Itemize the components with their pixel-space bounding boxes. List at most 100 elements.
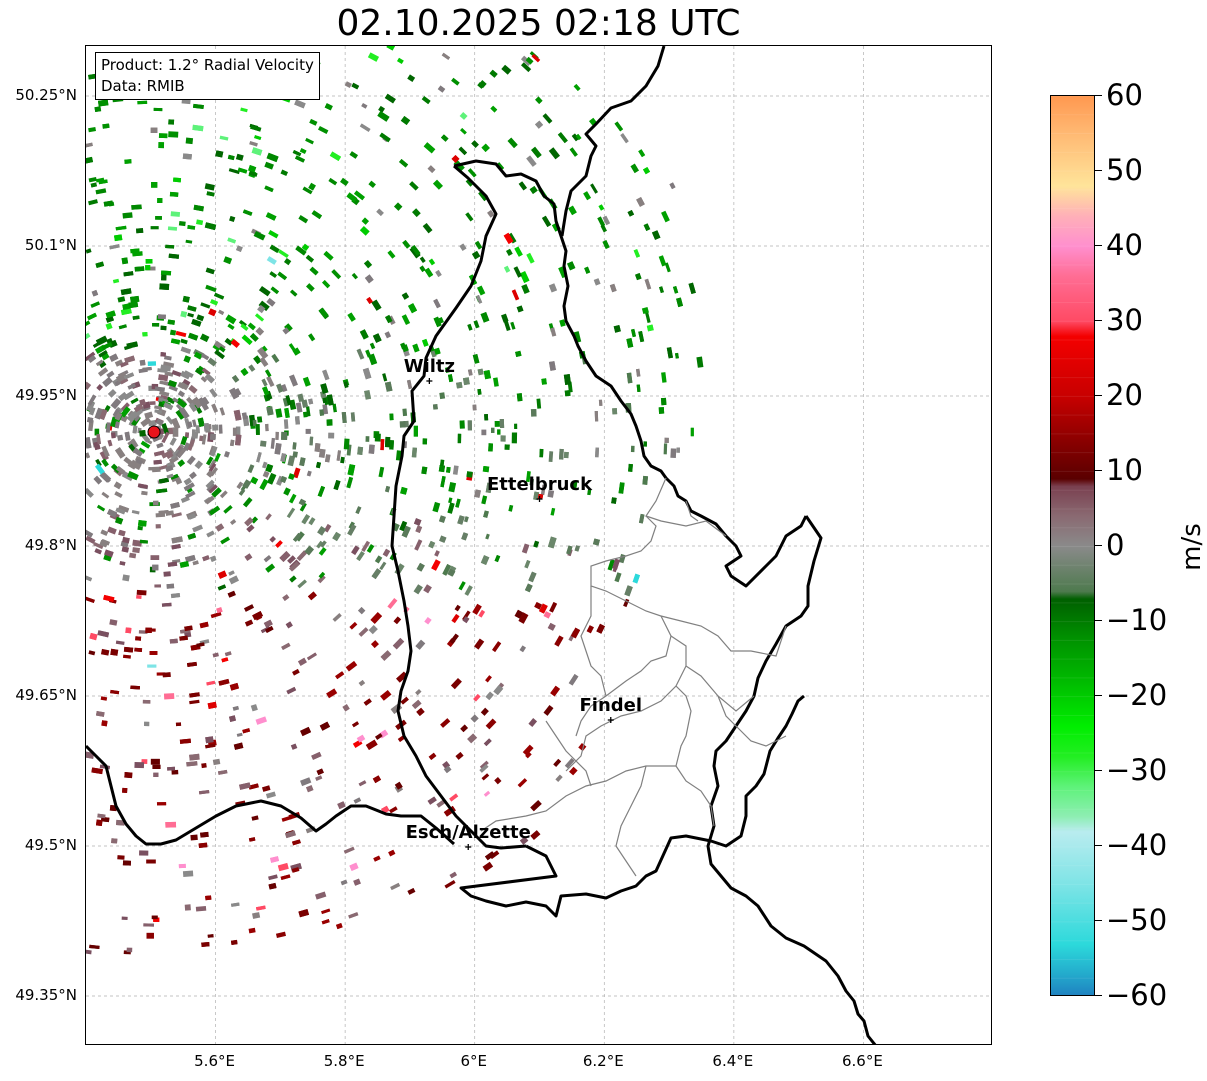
velocity-echo <box>633 249 641 258</box>
velocity-echo <box>309 118 318 126</box>
velocity-echo <box>128 301 139 309</box>
velocity-echo <box>504 444 510 450</box>
velocity-echo <box>448 497 453 504</box>
velocity-echo <box>409 181 419 191</box>
velocity-echo <box>458 581 466 591</box>
velocity-echo <box>548 283 558 293</box>
velocity-echo <box>389 440 394 450</box>
velocity-echo <box>317 574 326 584</box>
velocity-echo <box>110 397 122 410</box>
lat-tick-label: 50.25°N <box>15 86 77 104</box>
country-borders <box>86 46 877 1044</box>
velocity-echo <box>295 245 307 256</box>
border-luxembourg-moselle <box>706 515 877 1044</box>
velocity-echo <box>574 545 580 552</box>
velocity-echo <box>447 502 455 514</box>
velocity-echo <box>101 491 110 499</box>
velocity-echo <box>642 475 649 485</box>
velocity-echo <box>136 589 147 596</box>
velocity-echo <box>385 314 393 324</box>
velocity-echo <box>141 490 148 496</box>
velocity-echo <box>292 149 302 157</box>
velocity-echo <box>483 790 491 797</box>
velocity-echo <box>150 226 159 230</box>
velocity-echo <box>438 515 446 523</box>
velocity-echo <box>340 177 349 186</box>
velocity-echo <box>180 436 188 446</box>
velocity-echo <box>90 301 100 308</box>
velocity-echo <box>94 106 102 113</box>
velocity-echo <box>259 478 269 491</box>
velocity-echo <box>326 688 338 699</box>
velocity-echo <box>442 564 452 576</box>
velocity-echo <box>198 842 208 849</box>
velocity-echo <box>451 77 460 86</box>
velocity-echo <box>132 425 138 434</box>
velocity-echo <box>427 796 437 805</box>
velocity-echo <box>519 645 527 653</box>
velocity-echo <box>413 584 423 595</box>
velocity-echo <box>120 414 129 423</box>
velocity-echo <box>153 450 165 457</box>
velocity-echo <box>123 372 135 380</box>
velocity-echo <box>256 451 262 463</box>
velocity-echo <box>237 167 248 174</box>
velocity-echo <box>230 338 240 348</box>
velocity-echo <box>109 353 119 362</box>
velocity-echo <box>555 774 563 782</box>
velocity-echo <box>249 333 259 342</box>
city-marker: Wiltz <box>404 356 455 384</box>
velocity-echo <box>592 538 600 546</box>
velocity-echo <box>317 526 327 536</box>
velocity-echo <box>152 322 160 327</box>
velocity-echo <box>598 204 605 211</box>
velocity-echo <box>107 439 113 447</box>
radar-map[interactable]: Wiltz Ettelbruck Findel Esch/Alzette Produc… <box>85 45 992 1045</box>
velocity-echo <box>541 215 552 227</box>
velocity-echo <box>236 732 243 737</box>
velocity-echo <box>86 332 91 341</box>
velocity-echo <box>156 442 164 449</box>
velocity-echo <box>600 224 607 233</box>
velocity-echo <box>210 446 218 457</box>
velocity-echo <box>127 471 139 481</box>
velocity-echo <box>380 439 385 451</box>
velocity-echo <box>146 859 156 864</box>
velocity-echo <box>196 219 204 226</box>
velocity-echo <box>250 476 259 485</box>
velocity-echo <box>567 261 576 271</box>
velocity-echo <box>456 381 463 389</box>
velocity-echo <box>218 424 223 434</box>
velocity-echo <box>563 374 572 385</box>
velocity-echo <box>525 751 532 759</box>
city-name-label: Ettelbruck <box>487 474 593 495</box>
velocity-echo <box>292 532 302 542</box>
velocity-echo <box>535 96 543 104</box>
velocity-echo <box>564 390 571 397</box>
velocity-echo <box>319 721 331 731</box>
velocity-echo <box>412 343 420 353</box>
velocity-echo <box>171 417 181 430</box>
velocity-echo <box>427 165 436 173</box>
velocity-echo <box>309 266 319 276</box>
velocity-echo <box>107 508 118 518</box>
velocity-echo <box>433 298 441 309</box>
velocity-echo <box>447 374 454 383</box>
velocity-echo <box>114 359 124 367</box>
velocity-echo <box>230 519 237 526</box>
velocity-echo <box>109 244 120 250</box>
velocity-echo <box>518 612 529 624</box>
velocity-echo <box>166 396 176 405</box>
velocity-echo <box>219 135 229 141</box>
velocity-echo <box>196 642 205 648</box>
velocity-echo <box>254 135 262 141</box>
velocity-echo <box>595 447 600 458</box>
velocity-echo <box>547 622 556 631</box>
velocity-echo <box>167 561 178 567</box>
velocity-echo <box>171 536 183 544</box>
velocity-echo <box>168 455 179 464</box>
velocity-echo <box>185 490 196 499</box>
velocity-echo <box>473 320 480 329</box>
velocity-echo <box>234 434 242 446</box>
velocity-echo <box>421 96 431 105</box>
